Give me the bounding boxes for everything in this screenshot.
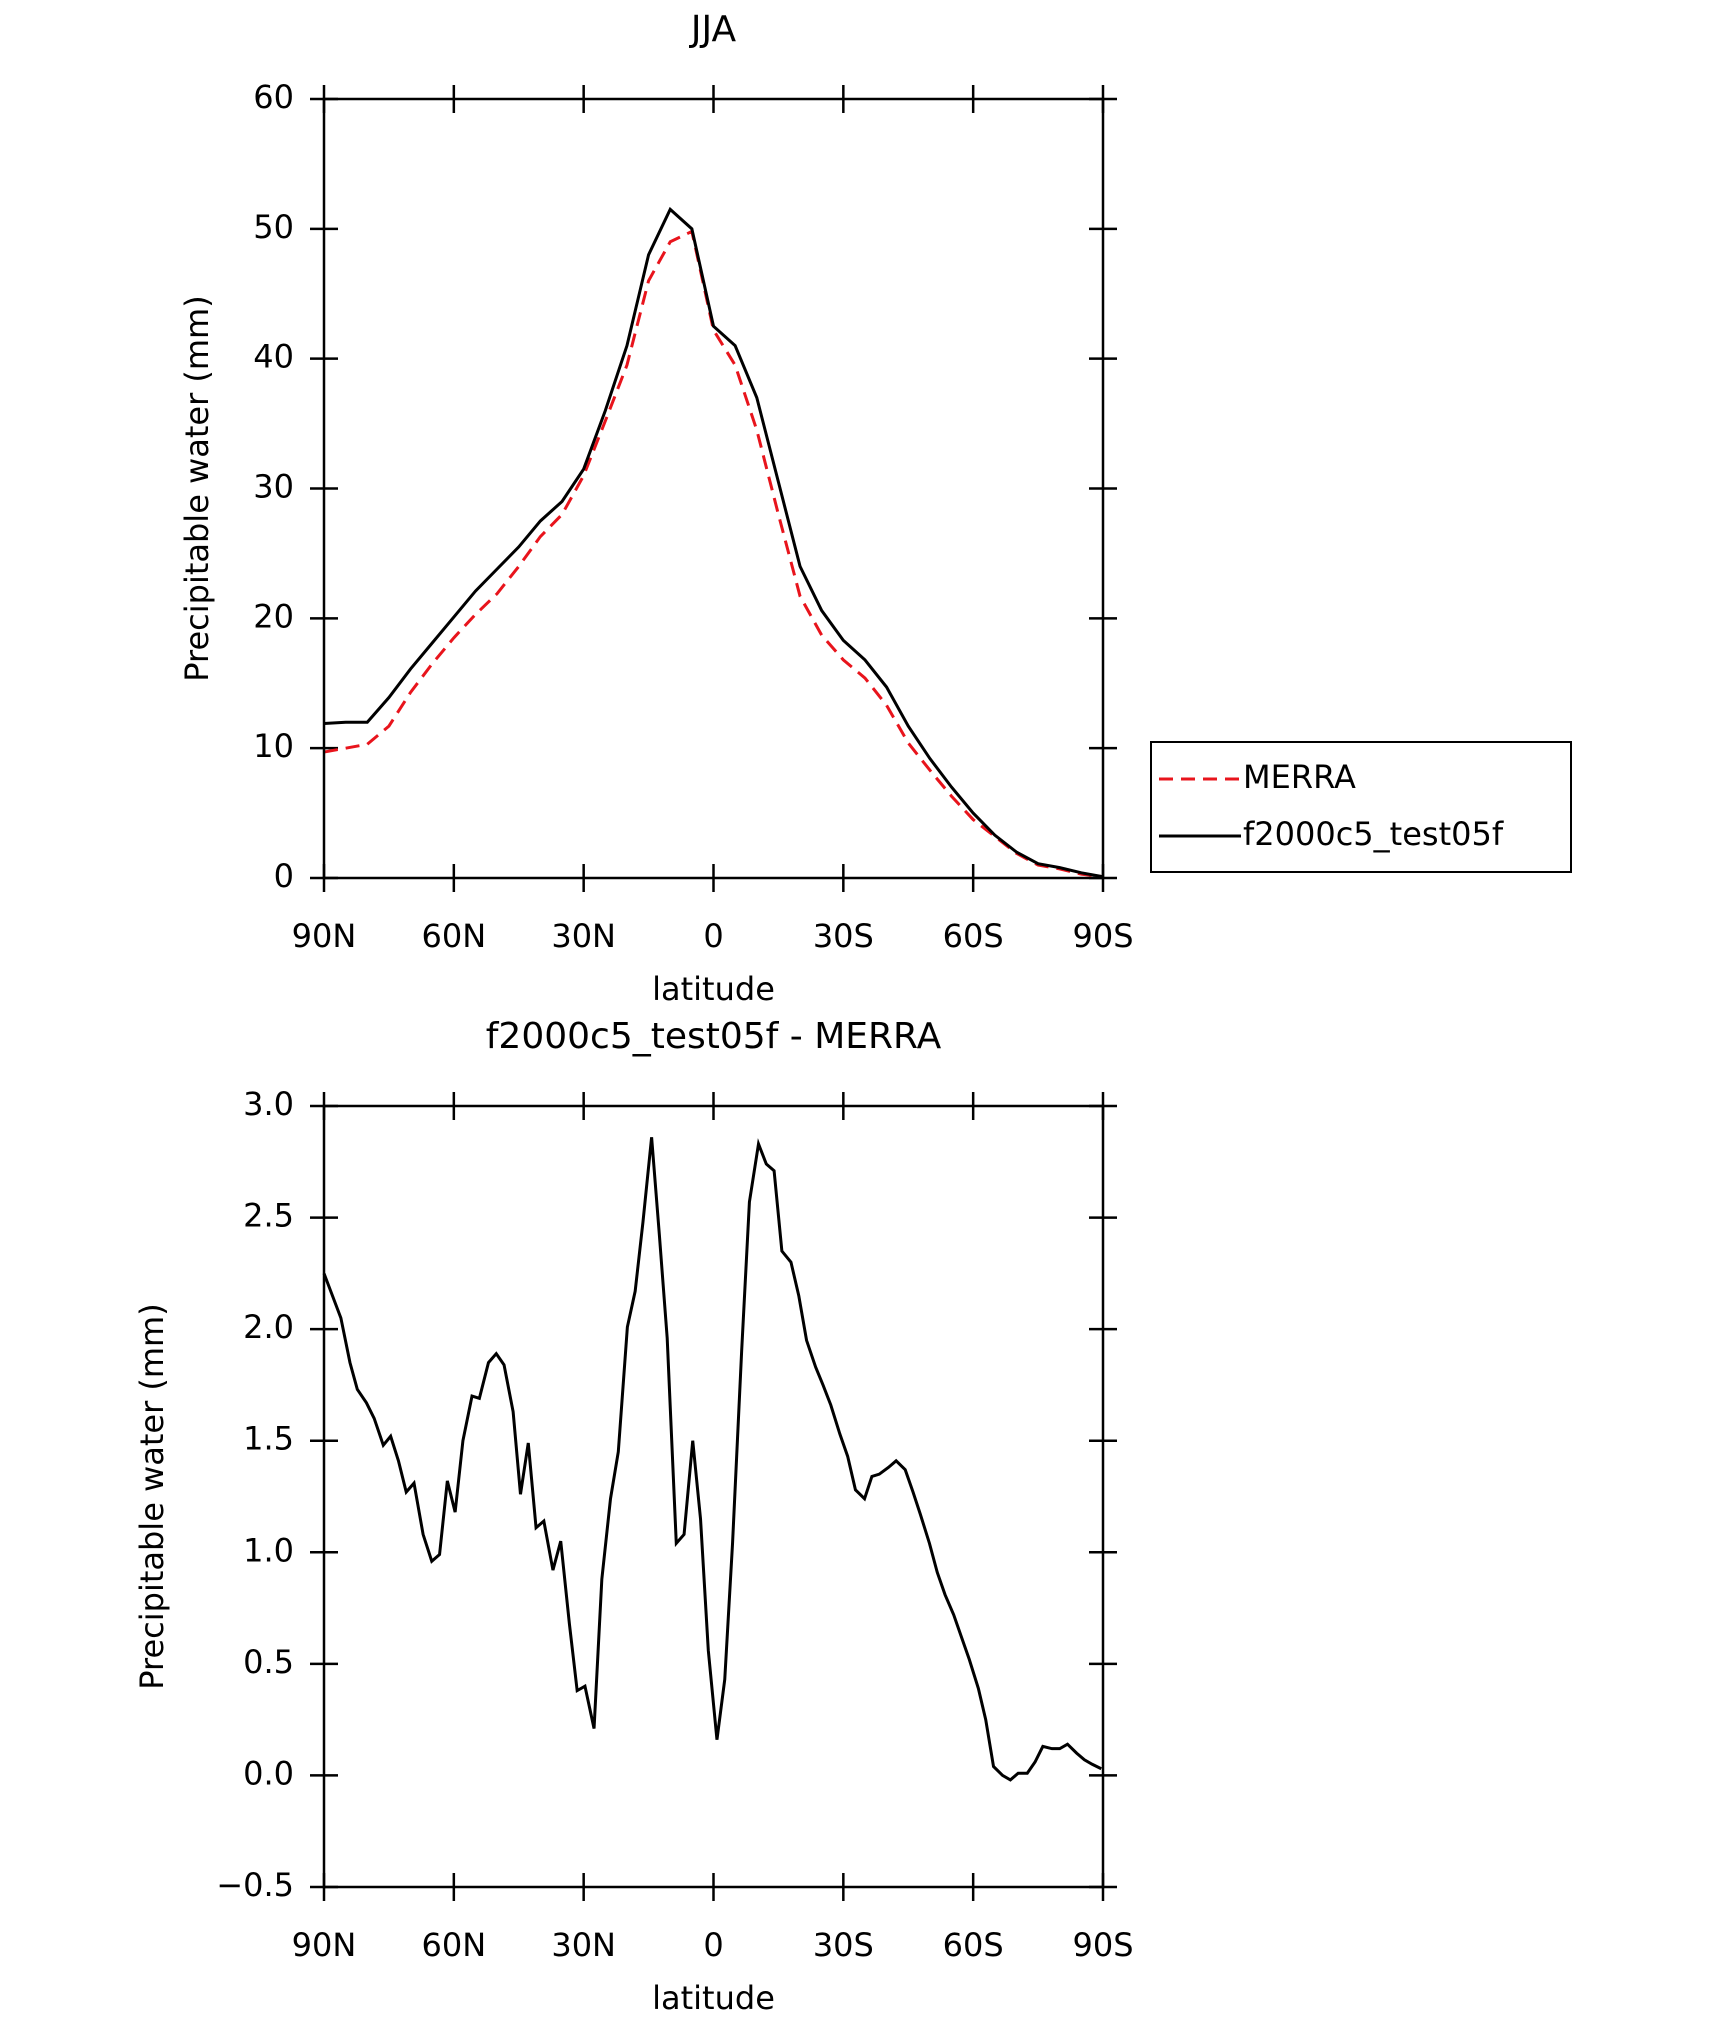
data-line	[322, 1137, 1102, 1782]
y-tick-label: 10	[253, 727, 294, 765]
x-tick-label: 90N	[292, 917, 357, 955]
x-tick-label: 30N	[551, 917, 616, 955]
x-tick-label: 60N	[422, 1926, 487, 1964]
x-tick-label: 60N	[422, 917, 487, 955]
plot-frame	[322, 1104, 1105, 1889]
x-tick-label: 0	[703, 917, 723, 955]
y-tick-label: 60	[253, 78, 294, 116]
x-tick-label: 90N	[292, 1926, 357, 1964]
data-line	[323, 229, 1104, 879]
x-axis-label: latitude	[652, 1979, 775, 2017]
y-tick-label: 20	[253, 597, 294, 635]
x-tick-label: 30N	[551, 1926, 616, 1964]
x-tick-label: 30S	[813, 1926, 874, 1964]
y-tick-label: 2.0	[243, 1308, 294, 1346]
y-tick-label: 1.0	[243, 1531, 294, 1569]
x-tick-label: 60S	[943, 917, 1004, 955]
y-tick-label: 50	[253, 208, 294, 246]
x-tick-label: 60S	[943, 1926, 1004, 1964]
chart-title: JJA	[689, 9, 737, 50]
y-tick-label: 2.5	[243, 1197, 294, 1235]
chart-title: f2000c5_test05f - MERRA	[486, 1016, 942, 1057]
legend-box	[1150, 741, 1572, 873]
x-tick-label: 90S	[1072, 1926, 1133, 1964]
y-axis-label: Precipitable water (mm)	[133, 1303, 171, 1689]
y-tick-label: 1.5	[243, 1420, 294, 1458]
x-tick-label: 0	[703, 1926, 723, 1964]
y-tick-label: 0.5	[243, 1643, 294, 1681]
y-tick-label: 40	[253, 338, 294, 376]
y-axis-label: Precipitable water (mm)	[178, 295, 216, 681]
y-tick-label: 0.0	[243, 1754, 294, 1792]
legend-label: f2000c5_test05f	[1243, 815, 1504, 853]
data-line	[323, 206, 1104, 879]
x-axis-label: latitude	[652, 970, 775, 1008]
y-tick-label: 0	[274, 857, 294, 895]
plot-frame	[322, 97, 1105, 880]
y-tick-label: 30	[253, 468, 294, 506]
x-tick-label: 90S	[1072, 917, 1133, 955]
y-tick-label: −0.5	[216, 1866, 294, 1904]
x-tick-label: 30S	[813, 917, 874, 955]
y-tick-label: 3.0	[243, 1085, 294, 1123]
legend-label: MERRA	[1243, 758, 1356, 796]
